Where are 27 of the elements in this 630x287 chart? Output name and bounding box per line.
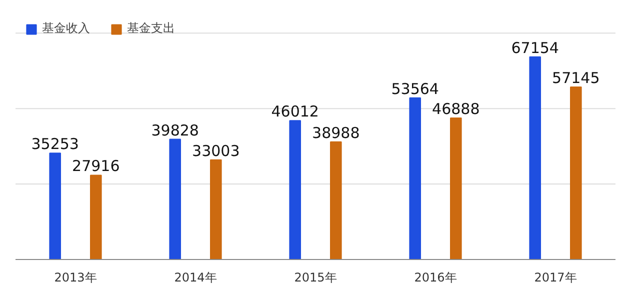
bar: [289, 120, 301, 260]
bar: [169, 138, 181, 260]
x-tick-label: 2013年: [54, 270, 97, 284]
x-tick-label: 2017年: [534, 270, 577, 284]
x-tick-label: 2014年: [174, 270, 217, 284]
bar: [210, 159, 222, 260]
bar: [49, 152, 61, 260]
data-label: 57145: [552, 69, 600, 88]
bar: [570, 86, 582, 260]
data-label: 33003: [192, 142, 240, 160]
data-label: 67154: [511, 38, 559, 57]
data-label: 53564: [391, 80, 439, 98]
bar: [450, 117, 462, 260]
legend-label: 基金支出: [127, 20, 175, 37]
x-tick-label: 2016年: [414, 270, 457, 284]
bar: [330, 141, 342, 260]
bar: [529, 56, 541, 260]
data-label: 39828: [151, 121, 199, 140]
data-label: 38988: [312, 124, 360, 142]
x-tick-label: 2015年: [294, 270, 337, 284]
bar: [90, 174, 102, 260]
data-label: 35253: [31, 135, 79, 154]
data-label: 27916: [72, 157, 120, 176]
legend-label: 基金收入: [42, 20, 90, 37]
bar: [409, 97, 421, 260]
data-label: 46012: [271, 102, 319, 121]
data-label: 46888: [432, 100, 480, 118]
